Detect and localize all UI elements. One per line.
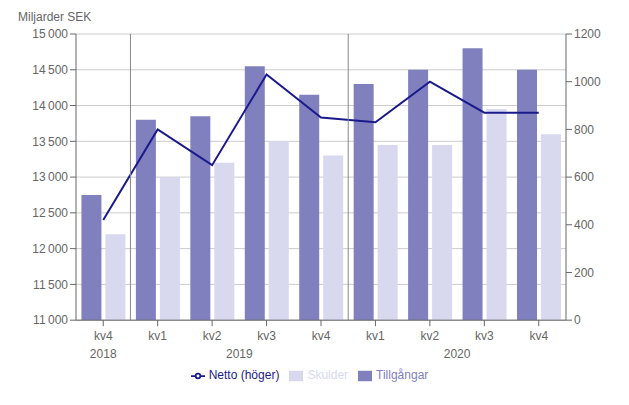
svg-text:kv1: kv1: [366, 329, 385, 343]
svg-text:kv4: kv4: [529, 329, 548, 343]
svg-text:2018: 2018: [90, 347, 117, 361]
svg-text:800: 800: [574, 123, 594, 137]
html-text:Skulder: Skulder: [307, 368, 349, 383]
svg-text:kv1: kv1: [148, 329, 167, 343]
svg-text:14 500: 14 500: [32, 63, 68, 77]
html-text:Tillgångar: Tillgångar: [376, 368, 429, 383]
html-text:Netto (höger): Netto (höger): [208, 368, 280, 383]
svg-text:400: 400: [574, 218, 594, 232]
svg-text:kv3: kv3: [475, 329, 494, 343]
svg-text:2019: 2019: [226, 347, 253, 361]
html-text:Miljarder SEK: Miljarder SEK: [18, 10, 92, 24]
svg-text:2020: 2020: [444, 347, 471, 361]
svg-text:kv2: kv2: [203, 329, 222, 343]
svg-text:kv2: kv2: [421, 329, 440, 343]
svg-text:1000: 1000: [574, 75, 601, 89]
svg-text:1200: 1200: [574, 27, 601, 41]
svg-text:kv4: kv4: [94, 329, 113, 343]
svg-text:12 500: 12 500: [32, 206, 68, 220]
svg-text:11 500: 11 500: [33, 278, 68, 292]
svg-text:0: 0: [574, 313, 581, 327]
svg-text:15 000: 15 000: [32, 27, 68, 41]
svg-text:13 000: 13 000: [32, 170, 68, 184]
svg-text:kv4: kv4: [312, 329, 331, 343]
svg-text:13 500: 13 500: [32, 135, 68, 149]
svg-text:200: 200: [574, 266, 594, 280]
svg-text:kv3: kv3: [257, 329, 276, 343]
svg-text:12 000: 12 000: [32, 242, 68, 256]
svg-text:14 000: 14 000: [32, 99, 68, 113]
svg-text:600: 600: [574, 170, 594, 184]
svg-text:11 000: 11 000: [33, 313, 68, 327]
